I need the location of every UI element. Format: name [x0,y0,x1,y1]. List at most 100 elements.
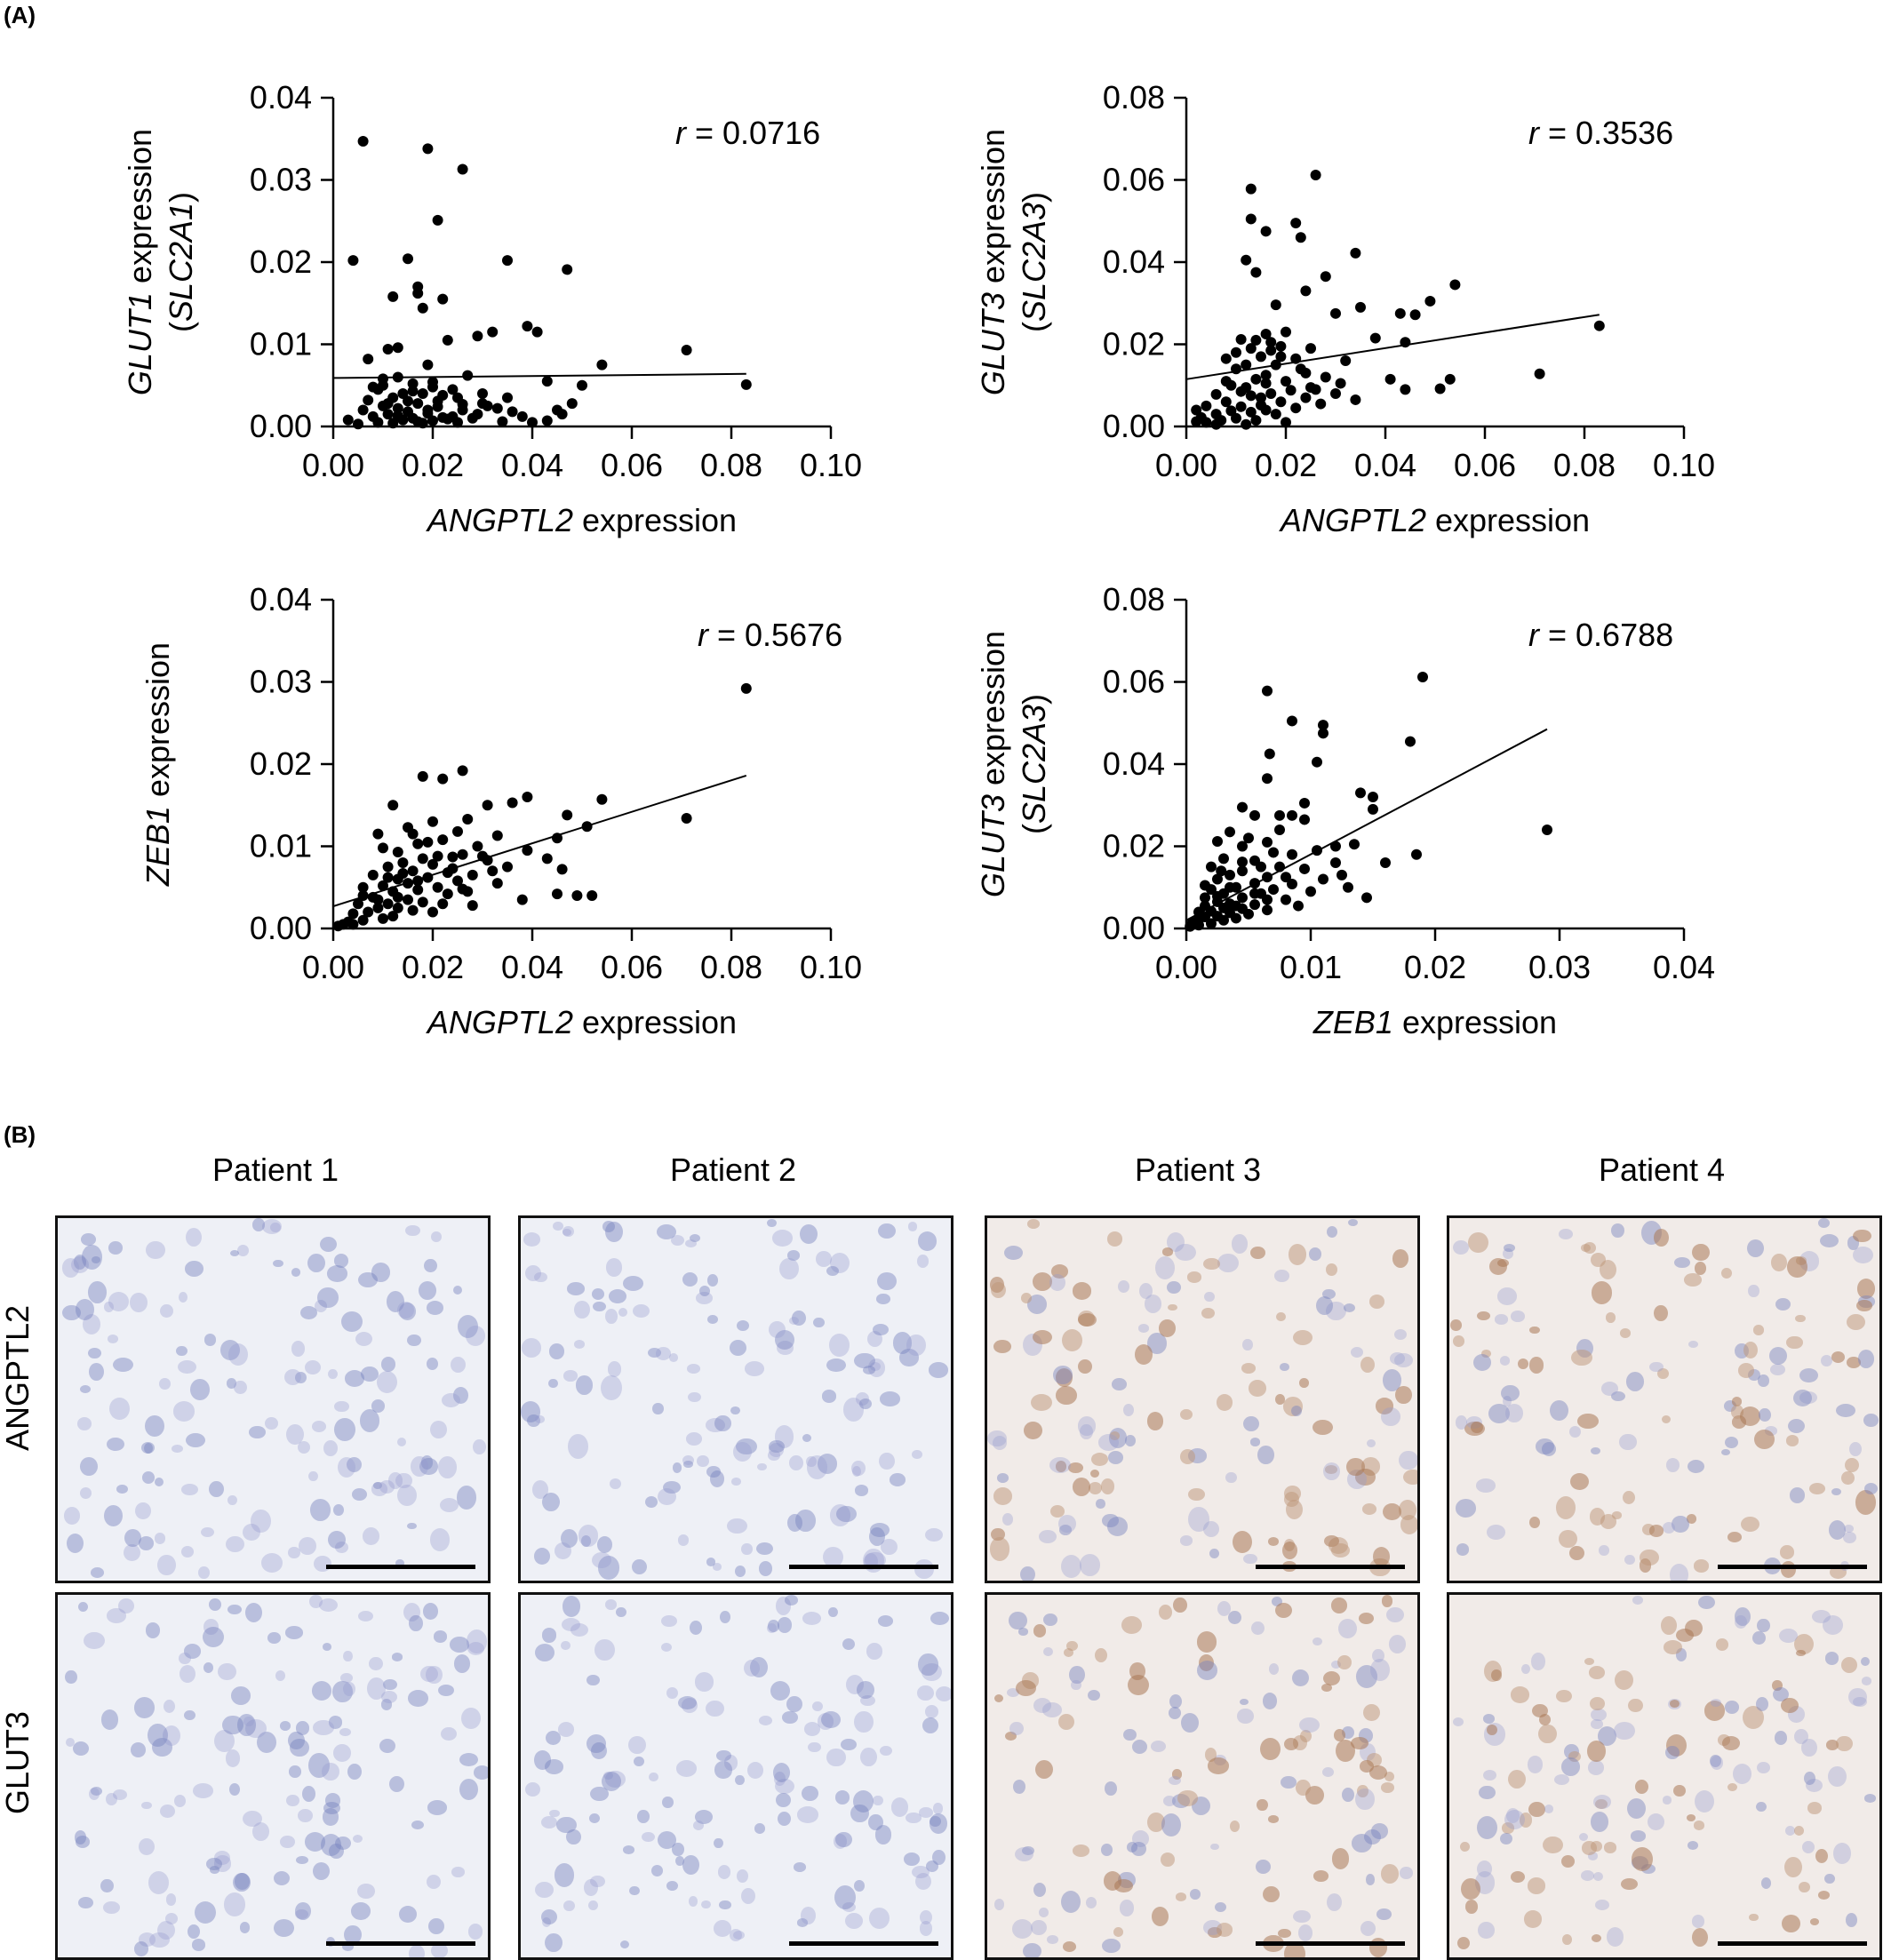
y-tick-label: 0.00 [250,408,312,444]
data-point [566,398,578,410]
tissue-cell [1796,1649,1806,1657]
tissue-cell [461,1707,481,1729]
tissue-cell [1104,1781,1118,1797]
tissue-cell [226,1535,244,1552]
tissue-cell [1799,1881,1811,1893]
tissue-cell [1785,1826,1796,1836]
tissue-cell [677,1534,690,1547]
tissue-cell [79,1384,91,1393]
tissue-cell [868,1526,886,1547]
tissue-cell [647,1347,662,1358]
tissue-cell [1383,1503,1401,1521]
tissue-cell [141,1442,156,1454]
tissue-cell [598,1556,620,1580]
tissue-cell [1257,1798,1268,1812]
tissue-cell [632,1559,648,1575]
tissue-cell [1673,1785,1686,1797]
tissue-cell [201,1526,215,1537]
column-title-patient-2: Patient 2 [669,1151,797,1188]
tissue-cell [130,1292,148,1313]
tissue-cell [124,1529,141,1548]
x-axis-label: ANGPTL2 expression [426,502,737,538]
data-point [581,821,593,833]
tissue-cell [1321,1766,1335,1778]
tissue-cell [214,1729,235,1752]
tissue-cell [396,1438,406,1447]
tissue-cell [397,1302,414,1319]
tissue-cell [1088,1690,1100,1701]
data-point [1318,728,1328,739]
data-point [1249,809,1260,821]
tissue-cell [774,1425,794,1448]
data-point [1231,347,1241,358]
tissue-cell [1620,1328,1632,1339]
data-point [372,894,384,905]
tissue-cell [1799,1367,1819,1382]
tissue-cell [588,1900,598,1911]
tissue-cell [123,1543,141,1562]
data-point [740,378,752,390]
tissue-cell [1856,1279,1876,1299]
tissue-cell [179,1652,191,1665]
data-point [392,342,403,354]
data-point [477,850,488,862]
tissue-cell [1299,1378,1309,1388]
tissue-cell [1631,1830,1647,1842]
tissue-cell [360,1366,379,1382]
tissue-cell [203,1619,219,1636]
x-tick-label: 0.00 [302,949,364,985]
tissue-cell [146,1241,165,1260]
tissue-cell [233,1872,251,1892]
tissue-cell [1831,1351,1846,1363]
tissue-cell [1795,1314,1806,1323]
data-point [1275,351,1287,363]
data-point [1270,409,1281,420]
tissue-cell [1179,1449,1195,1464]
tissue-cell [320,1236,338,1252]
tissue-cell [851,1461,866,1476]
tissue-cell [433,1630,448,1644]
tissue-cell [898,1349,919,1366]
regression-line [1185,728,1548,921]
tissue-cell [309,1595,323,1609]
tissue-cell [686,1364,701,1374]
tissue-cell [586,1734,607,1753]
tissue-cell [188,1924,201,1940]
correlation-annotation: r = 0.6788 [1528,617,1673,653]
tissue-cell [741,1542,753,1555]
tissue-cell [602,1772,622,1792]
x-tick-label: 0.04 [501,447,563,483]
tissue-cell [230,1249,240,1257]
tissue-cell [1242,1415,1259,1431]
tissue-cell [1027,1295,1047,1315]
tissue-cell [226,1378,236,1389]
tissue-cell [209,1597,222,1611]
data-point [412,838,424,849]
tissue-cell [1685,1619,1703,1637]
tissue-cell [787,1513,803,1532]
tissue-cell [1528,1516,1540,1529]
tissue-cell [1611,1390,1626,1401]
data-point [432,214,443,226]
tissue-cell [308,1471,318,1482]
data-point [1201,417,1212,428]
data-point [1593,320,1605,331]
tissue-cell [563,1370,578,1382]
tissue-cell [682,1855,699,1876]
tissue-cell [159,1377,172,1390]
tissue-cell [1628,1698,1643,1713]
y-axis-label: ZEB1 expression [140,642,176,887]
tissue-cell [1251,1621,1265,1636]
tissue-cell [713,1563,722,1571]
tissue-cell [793,1861,806,1872]
tissue-cell [1496,1287,1518,1305]
tissue-cell [1472,1353,1491,1371]
tissue-cell [288,1732,305,1750]
data-point [457,883,468,895]
data-point [541,853,553,864]
tissue-cell [332,1680,353,1703]
tissue-cell [749,1656,768,1677]
tissue-cell [1365,1874,1376,1885]
tissue-cell [1842,1532,1856,1544]
tissue-cell [993,1339,1012,1353]
